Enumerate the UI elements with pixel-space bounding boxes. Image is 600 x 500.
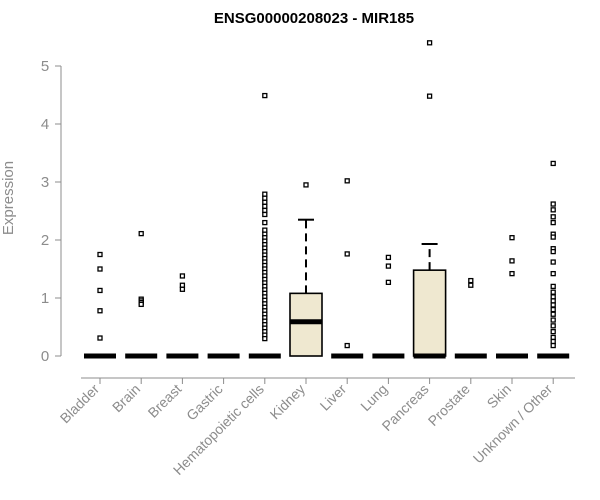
outlier-point: [97, 287, 103, 294]
outlier-point: [303, 182, 309, 188]
x-tick-label: Bladder: [57, 381, 103, 427]
outlier-point: [262, 203, 268, 210]
outlier-point: [550, 328, 556, 335]
outlier-point: [262, 191, 268, 197]
outlier-point: [385, 263, 392, 269]
y-tick-label: 5: [41, 58, 49, 75]
outlier-point: [550, 283, 556, 290]
box-liver: [331, 178, 364, 359]
y-tick-label: 1: [41, 290, 49, 307]
outlier-point: [138, 301, 144, 308]
x-tick-label: Kidney: [267, 381, 309, 423]
outlier-point: [550, 342, 556, 349]
outlier-point: [550, 234, 556, 240]
box-body: [289, 292, 323, 357]
box-bladder: [84, 251, 116, 359]
outlier-point: [550, 259, 556, 265]
outlier-point: [97, 335, 103, 341]
outlier-point: [179, 282, 186, 288]
outlier-point: [138, 230, 144, 237]
outlier-point: [344, 342, 350, 349]
outlier-point: [179, 273, 186, 279]
box-lung: [372, 254, 405, 359]
outlier-point: [385, 254, 392, 261]
outlier-point: [262, 92, 268, 99]
box-unknown-other: [537, 160, 570, 359]
outlier-point: [550, 306, 556, 313]
outlier-point: [97, 266, 103, 272]
x-tick-label: Prostate: [425, 381, 473, 429]
outlier-point: [262, 219, 268, 226]
box-prostate: [454, 277, 487, 359]
chart-title: ENSG00000208023 - MIR185: [214, 10, 414, 27]
box-pancreas: [412, 40, 447, 359]
outlier-point: [550, 270, 556, 277]
outlier-point: [509, 258, 515, 264]
x-tick-label: Liver: [317, 381, 350, 414]
x-tick-label: Breast: [145, 381, 185, 421]
outlier-point: [550, 338, 556, 345]
outlier-point: [97, 251, 103, 258]
outlier-point: [550, 317, 556, 323]
box-series: [84, 40, 570, 359]
box-brain: [125, 230, 158, 359]
box-hematopoietic-cells: [248, 92, 281, 359]
outlier-point: [550, 302, 556, 308]
outlier-point: [509, 235, 515, 241]
box-kidney: [289, 182, 323, 357]
outlier-point: [262, 335, 268, 342]
box-body: [412, 269, 447, 357]
outlier-point: [426, 40, 433, 46]
y-tick-label: 4: [41, 116, 49, 133]
outlier-point: [509, 270, 515, 277]
outlier-point: [262, 199, 268, 205]
outlier-point: [550, 207, 556, 213]
outlier-point: [550, 219, 556, 226]
outlier-point: [344, 178, 350, 184]
y-axis-label: Expression: [0, 161, 17, 235]
outlier-point: [550, 160, 556, 167]
box-breast: [166, 273, 199, 359]
outlier-point: [262, 207, 268, 214]
y-tick-label: 0: [41, 348, 49, 365]
outlier-point: [385, 279, 392, 285]
x-tick-label: Skin: [484, 381, 515, 412]
outlier-point: [468, 282, 474, 288]
outlier-point: [550, 311, 556, 317]
outlier-point: [550, 334, 556, 341]
outlier-point: [179, 286, 186, 292]
outlier-point: [262, 227, 268, 233]
y-tick-label: 3: [41, 174, 49, 191]
outlier-point: [262, 211, 268, 218]
outlier-point: [97, 308, 103, 314]
outlier-point: [550, 248, 556, 255]
box-skin: [496, 235, 528, 359]
outlier-point: [550, 201, 556, 207]
outlier-point: [262, 195, 268, 201]
outlier-point: [468, 277, 474, 284]
y-axis-ticks: 0 1 2 3 4 5: [41, 58, 61, 365]
outlier-point: [426, 93, 433, 99]
y-tick-label: 2: [41, 232, 49, 249]
outlier-point: [550, 214, 556, 220]
outlier-point: [550, 323, 556, 329]
outlier-point: [550, 289, 556, 295]
outlier-point: [344, 251, 350, 257]
x-tick-label: Lung: [357, 381, 390, 414]
outlier-point: [550, 294, 556, 300]
outlier-point: [550, 298, 556, 304]
x-tick-label: Brain: [109, 381, 143, 415]
